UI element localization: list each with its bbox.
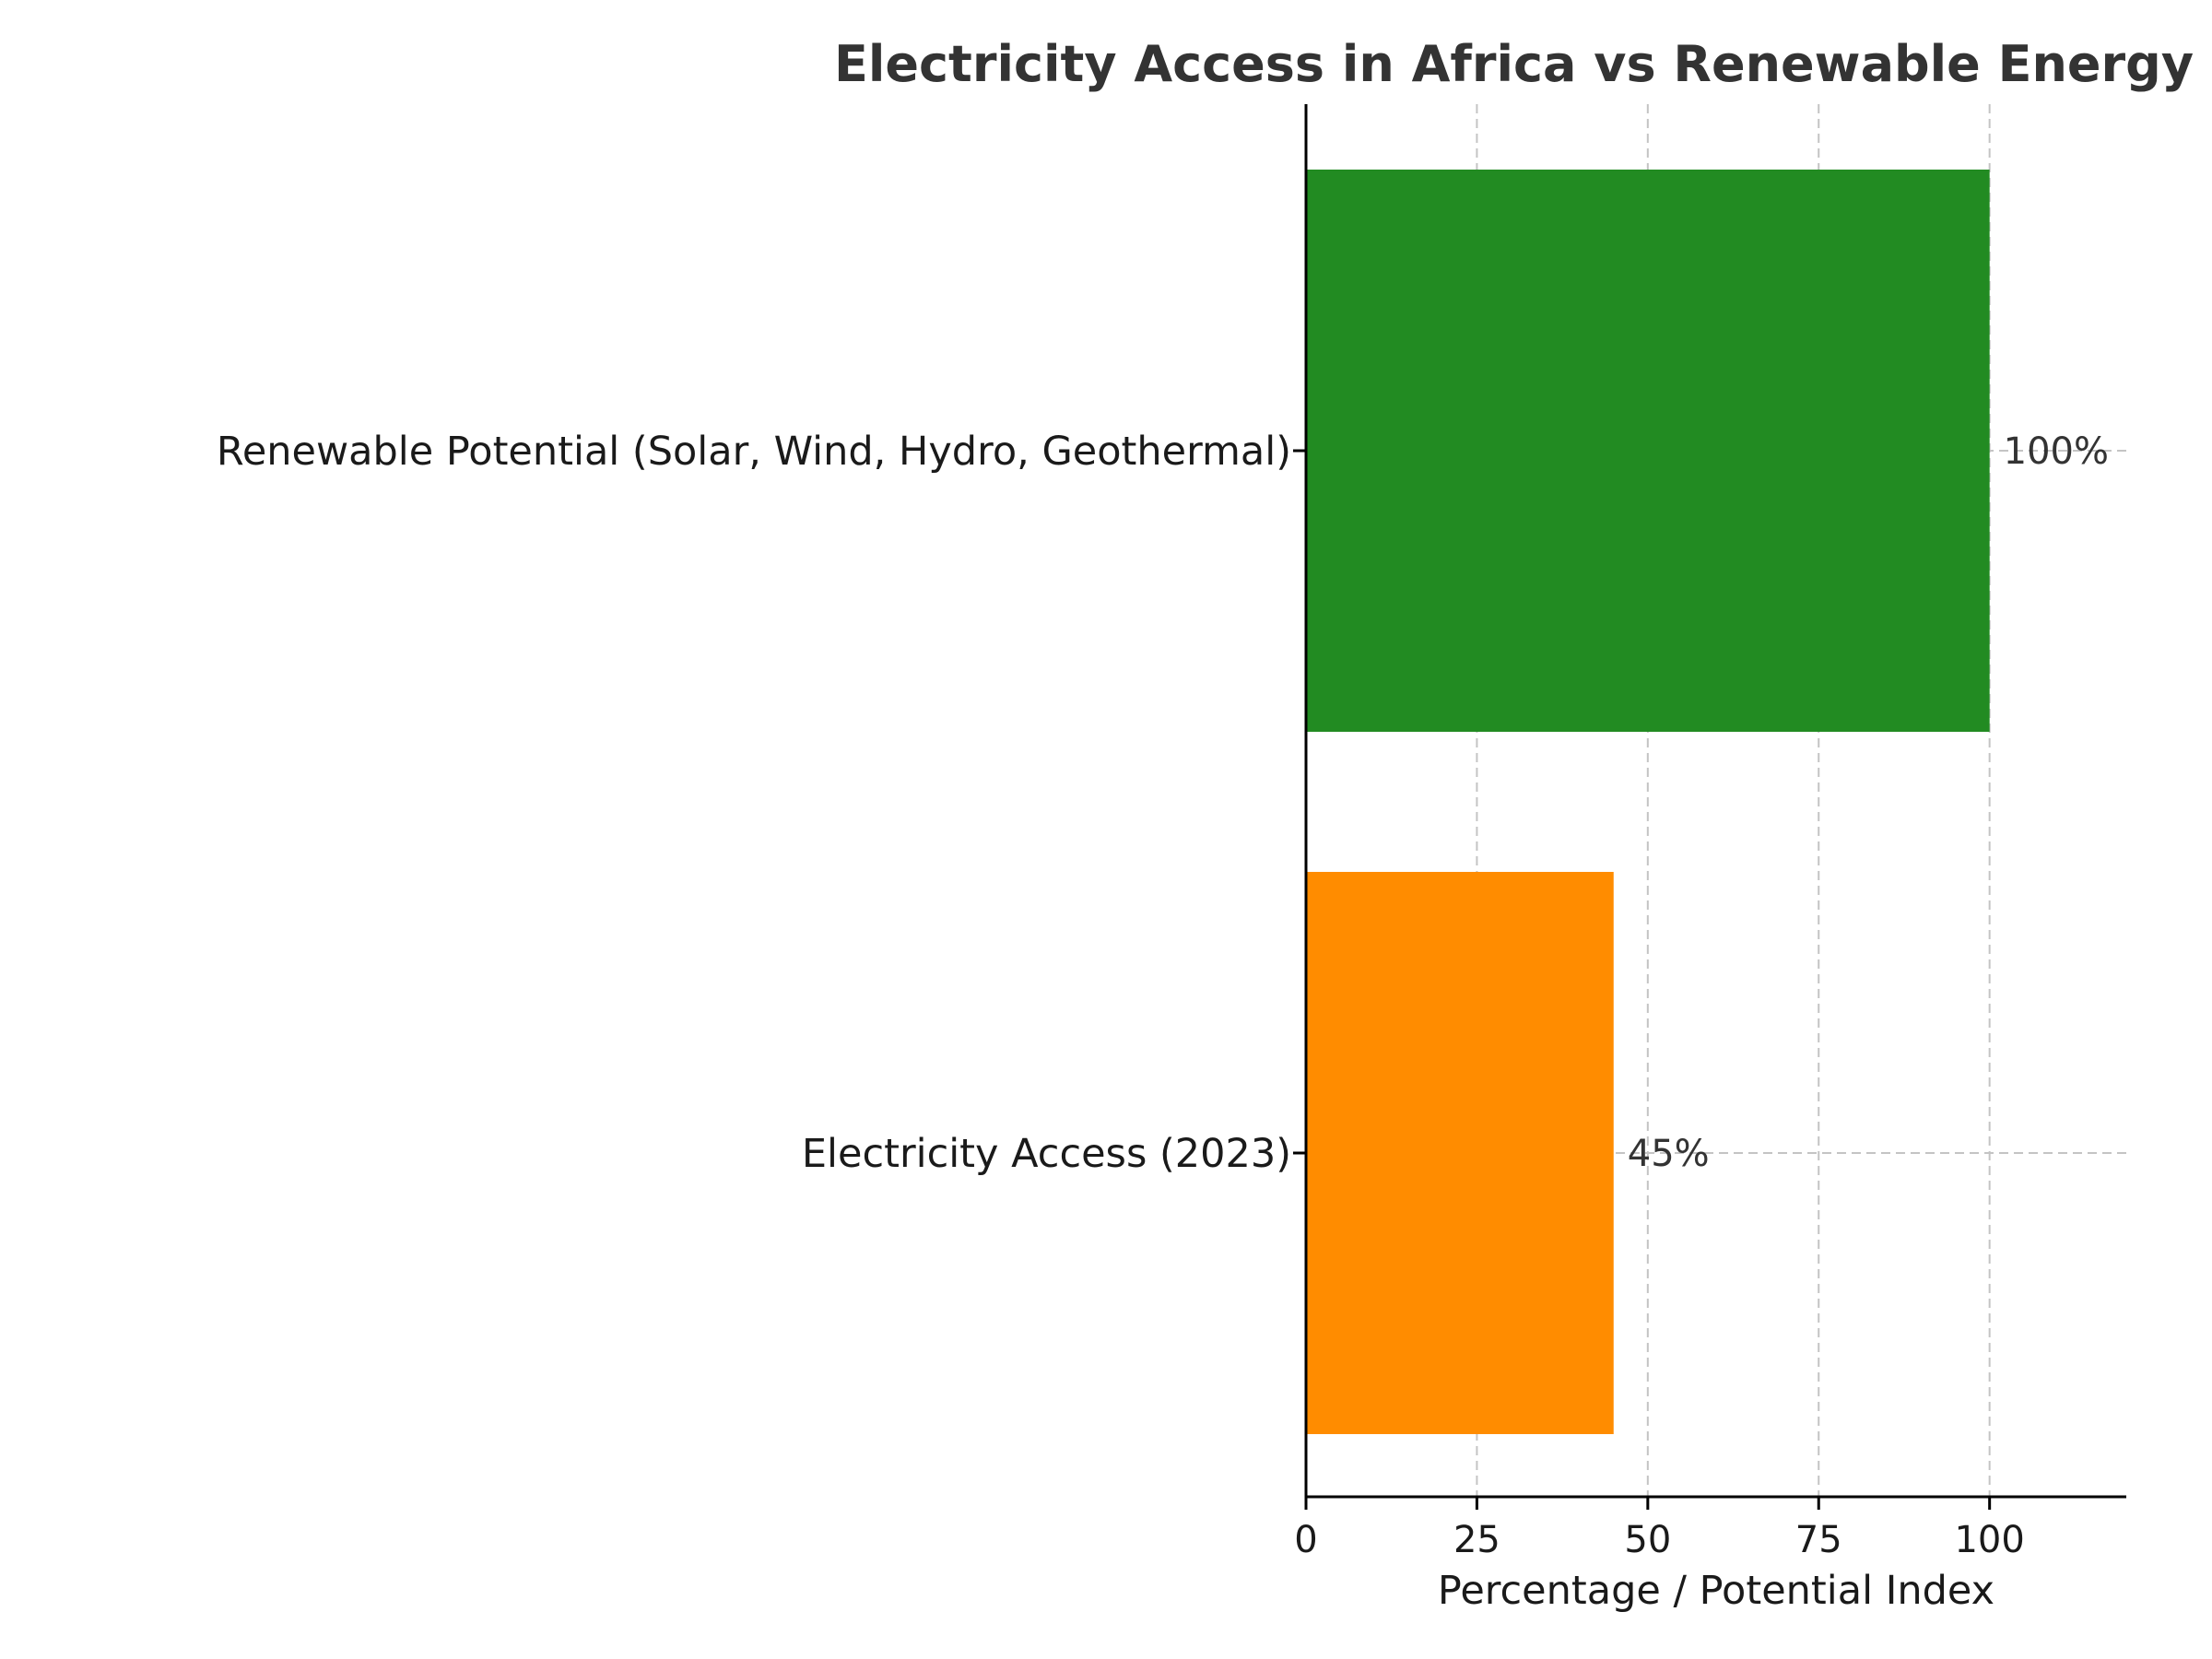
x-tick-label: 75 — [1795, 1519, 1842, 1561]
chart-title: Electricity Access in Africa vs Renewabl… — [834, 35, 2212, 93]
data-label: 100% — [2004, 430, 2109, 473]
bars — [1306, 170, 1990, 1434]
bar — [1306, 170, 1990, 732]
data-label: 45% — [1628, 1133, 1710, 1175]
y-tick-label: Renewable Potential (Solar, Wind, Hydro,… — [217, 429, 1291, 475]
x-tick-label: 50 — [1624, 1519, 1671, 1561]
x-axis-label: Percentage / Potential Index — [1438, 1568, 1994, 1614]
x-tick-label: 100 — [1954, 1519, 2024, 1561]
bar — [1306, 872, 1614, 1434]
x-tick-label: 25 — [1453, 1519, 1500, 1561]
x-tick-label: 0 — [1294, 1519, 1317, 1561]
y-tick-label: Electricity Access (2023) — [802, 1131, 1291, 1177]
labels: 0 25 50 75 100 Electricity Access (2023) 45% Re… — [217, 429, 2109, 1561]
axes — [1293, 104, 2126, 1510]
